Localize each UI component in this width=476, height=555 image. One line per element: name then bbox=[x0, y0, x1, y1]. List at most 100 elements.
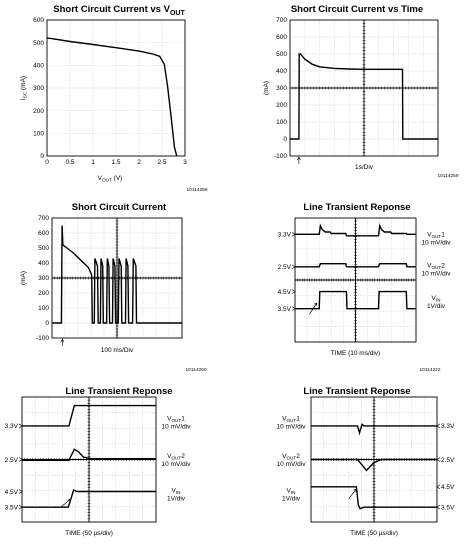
y-tick-label: 0 bbox=[283, 136, 287, 143]
scope-trace bbox=[295, 263, 416, 268]
channel-scale: 1V/div bbox=[167, 495, 186, 502]
plot-frame bbox=[289, 19, 439, 157]
channel-scale: 10 mV/div bbox=[277, 423, 307, 430]
scope-trace bbox=[295, 290, 416, 310]
y-tick-label: 500 bbox=[276, 51, 287, 58]
series-line bbox=[46, 37, 178, 157]
scope-trace bbox=[295, 223, 416, 237]
y-tick-label: -100 bbox=[274, 153, 287, 160]
chart-line-transient-10ms: Line Transient Reponse 3.3V 2.5V 4.5V 3.5V V… bbox=[238, 200, 476, 385]
channel-scale: 10 mV/div bbox=[422, 240, 452, 247]
level-label: 3.3V bbox=[278, 232, 292, 239]
channel-label: VOUT1 bbox=[427, 232, 445, 240]
channel-label: VIN bbox=[172, 487, 181, 495]
y-tick-label: 600 bbox=[38, 230, 49, 237]
channel-scale: 1V/div bbox=[427, 303, 446, 310]
y-tick-label: -100 bbox=[36, 335, 49, 342]
level-marker bbox=[291, 232, 296, 237]
level-label: 3.5V bbox=[5, 504, 19, 511]
plot-frame bbox=[46, 19, 186, 157]
x-axis-label: VOUT (V) bbox=[98, 175, 123, 183]
y-tick-label: 400 bbox=[33, 63, 44, 70]
chart-svg: -100 0 100 200 300 400 500 600 700 1s/Div (mA) 1011… bbox=[263, 17, 459, 179]
level-marker bbox=[436, 423, 441, 429]
x-tick-label: 2 bbox=[137, 159, 141, 166]
series-line bbox=[52, 225, 182, 324]
level-label: 3.5V bbox=[278, 306, 292, 313]
x-axis-label: TIME (50 µs/div) bbox=[350, 530, 398, 537]
chart-isc-vs-time: Short Circuit Current vs Time -100 0 100 20… bbox=[238, 0, 476, 200]
level-marker bbox=[291, 264, 296, 270]
y-axis-label: ISC (mA) bbox=[20, 76, 28, 100]
level-label: 4.5V bbox=[441, 484, 455, 491]
channel-scale: 10 mV/div bbox=[422, 271, 452, 278]
x-tick-label: 0.5 bbox=[65, 159, 74, 166]
channel-label: VIN bbox=[287, 487, 296, 495]
channel-label: VOUT2 bbox=[282, 453, 300, 461]
channel-label: VOUT1 bbox=[167, 415, 185, 423]
x-tick-label: 1 bbox=[91, 159, 95, 166]
annotation-arrow bbox=[60, 499, 71, 508]
annotation-arrowhead bbox=[67, 498, 71, 503]
figure-id: 10114259 bbox=[438, 173, 459, 179]
y-tick-label: 700 bbox=[38, 215, 49, 222]
y-tick-label: 600 bbox=[276, 34, 287, 41]
figure-id: 10114260 bbox=[186, 367, 207, 373]
annotation-arrowhead bbox=[353, 488, 357, 492]
scope-trace bbox=[22, 404, 156, 427]
y-tick-label: 400 bbox=[276, 68, 287, 75]
annotation-arrow bbox=[309, 303, 318, 315]
level-label: 3.5V bbox=[441, 504, 455, 511]
chart-isc-vs-vout: Short Circuit Current vs VOUT 0 100 200 300… bbox=[0, 0, 238, 200]
y-axis-label: (mA) bbox=[20, 271, 27, 285]
channel-scale: 10 mV/div bbox=[162, 461, 192, 468]
level-marker bbox=[18, 457, 23, 462]
x-axis-label: 1s/Div bbox=[355, 164, 374, 171]
y-tick-label: 0 bbox=[40, 153, 44, 160]
y-tick-label: 300 bbox=[33, 85, 44, 92]
channel-label: VOUT2 bbox=[167, 453, 185, 461]
channel-scale: 10 mV/div bbox=[162, 423, 192, 430]
chart-title: Line Transient Reponse bbox=[303, 386, 411, 397]
chart-title: Line Transient Reponse bbox=[303, 202, 411, 213]
channel-label: VOUT2 bbox=[427, 263, 445, 271]
level-label: 4.5V bbox=[278, 289, 292, 296]
x-axis-label: 100 ms/Div bbox=[101, 347, 134, 354]
y-tick-label: 400 bbox=[38, 260, 49, 267]
annotation-arrow bbox=[348, 488, 357, 499]
chart-line-transient-50us-rise: Line Transient Reponse 3.3V 2.5V 4.5V 3.5V V… bbox=[0, 385, 238, 555]
trigger-arrow bbox=[60, 338, 65, 346]
level-marker bbox=[18, 489, 23, 494]
x-tick-label: 2.5 bbox=[157, 159, 166, 166]
series-line bbox=[290, 53, 438, 140]
chart-svg: -100 0 100 200 300 400 500 600 700 100 ms/Div (mA)… bbox=[20, 215, 207, 373]
scope-trace bbox=[311, 423, 437, 436]
level-marker bbox=[436, 504, 441, 510]
x-tick-label: 0 bbox=[45, 159, 49, 166]
level-marker bbox=[18, 504, 23, 510]
level-marker bbox=[436, 457, 441, 462]
level-marker bbox=[291, 306, 296, 311]
plot-frame bbox=[294, 217, 417, 343]
y-tick-label: 100 bbox=[38, 305, 49, 312]
chart-short-circuit-current: Short Circuit Current -100 0 100 200 300 400 5… bbox=[0, 200, 238, 385]
level-marker bbox=[436, 484, 441, 490]
scope-trace bbox=[22, 489, 156, 508]
channel-label: VIN bbox=[432, 295, 441, 303]
y-axis-label: (mA) bbox=[263, 81, 270, 95]
level-label: 3.3V bbox=[441, 423, 455, 430]
channel-label: VOUT1 bbox=[282, 415, 300, 423]
figure-id: 10114258 bbox=[187, 187, 208, 193]
figure-id: 10114222 bbox=[420, 367, 441, 373]
y-tick-label: 600 bbox=[33, 17, 44, 24]
y-tick-label: 500 bbox=[33, 40, 44, 47]
scope-trace bbox=[22, 448, 156, 461]
chart-title: Short Circuit Current vs VOUT bbox=[53, 4, 185, 17]
y-tick-label: 300 bbox=[276, 85, 287, 92]
y-tick-label: 200 bbox=[33, 108, 44, 115]
y-tick-label: 700 bbox=[276, 17, 287, 24]
y-tick-label: 100 bbox=[33, 131, 44, 138]
x-tick-label: 1.5 bbox=[111, 159, 120, 166]
